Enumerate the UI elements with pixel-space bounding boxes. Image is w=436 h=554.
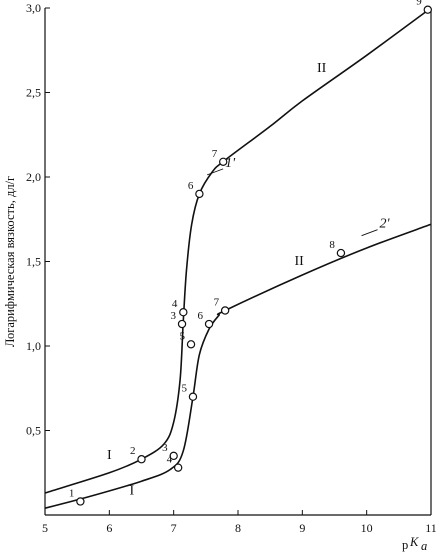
curve-2-point-label: 5 [181, 383, 187, 395]
curve-1-point-label: 4 [172, 298, 178, 310]
curve-1-point [177, 319, 187, 329]
curve-1-name: 1' [225, 156, 236, 171]
region-label: I [107, 448, 112, 463]
x-tick-label: 11 [425, 521, 436, 535]
curve-2-point [188, 392, 198, 401]
x-tick-label: 7 [171, 521, 177, 535]
curve-1-point [219, 157, 228, 166]
curve-2-point [204, 319, 214, 329]
curve-2-point [186, 340, 196, 349]
x-axis-label-main: K [409, 535, 419, 549]
curve-2-point-label: 7 [214, 297, 220, 309]
curve-1-point-label: 9 [416, 0, 422, 8]
curve-2-point-label: 1 [69, 487, 75, 499]
curve-1-point [195, 189, 204, 199]
curve-2-line [44, 223, 432, 509]
curve-1-point [137, 455, 146, 464]
curve-2-point-label: 5 [180, 330, 186, 342]
y-axis-label: Логарифмическая вязкость, дл/г [3, 176, 17, 347]
y-tick-label: 0,5 [26, 424, 41, 438]
curve-1-point-label: 7 [212, 148, 218, 160]
y-tick-label: 3,0 [26, 1, 41, 15]
x-axis-label-subscript: a [421, 539, 427, 553]
x-tick-label: 8 [235, 521, 241, 535]
axes-frame [44, 8, 432, 516]
curve-1-point-label: 6 [188, 180, 194, 192]
curve-2-leader [361, 229, 378, 237]
curve-1-point-label: 2 [130, 445, 136, 457]
x-axis-label-prefix: p [402, 538, 408, 552]
curves [44, 5, 432, 509]
curve-2-point [220, 306, 230, 315]
region-label: II [317, 61, 327, 76]
x-axis-label: p K a [402, 535, 427, 553]
curve-2-point-label: 8 [329, 239, 335, 251]
region-label: II [294, 254, 304, 269]
curve-2-point [173, 463, 183, 472]
axis-ticks: 5 6 7 8 9 10 110,51,01,52,02,53,0 [26, 1, 436, 535]
curve-2-point-label: 3 [162, 442, 168, 454]
x-tick-label: 10 [361, 521, 373, 535]
curve-2-point [76, 497, 85, 506]
y-tick-label: 2,5 [26, 86, 41, 100]
y-tick-label: 1,0 [26, 339, 41, 353]
curve-2-point-label: 4 [167, 454, 173, 466]
curve-1-point [179, 308, 188, 317]
curve-2-point-label: 6 [198, 310, 204, 322]
curve-2-name: 2' [380, 217, 391, 232]
x-tick-label: 9 [299, 521, 305, 535]
curve-1-leader [206, 168, 224, 176]
y-tick-label: 1,5 [26, 255, 41, 269]
y-tick-label: 2,0 [26, 170, 41, 184]
curve-2-point [169, 451, 178, 461]
curve-1-point [423, 5, 432, 14]
x-tick-label: 6 [106, 521, 112, 535]
x-tick-label: 5 [42, 521, 48, 535]
curve-1-point-label: 3 [171, 310, 177, 322]
curve-1-line [44, 7, 432, 494]
curve-2-point [336, 248, 346, 258]
region-label: I [130, 484, 135, 499]
